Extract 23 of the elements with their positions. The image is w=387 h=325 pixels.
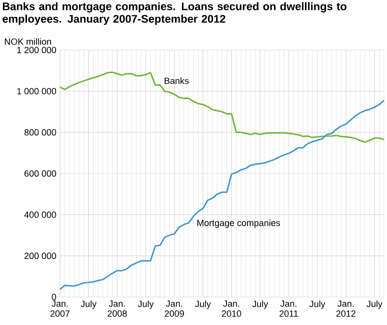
x-tick-label: Jan. 2009	[164, 300, 184, 317]
x-tick-label: Jan. 2011	[280, 300, 298, 317]
x-tick-label: Jan. 2007	[50, 300, 70, 317]
y-tick-label: 600 000	[24, 170, 56, 177]
x-tick-label: Jan. 2012	[336, 300, 356, 317]
y-axis-title: NOK million	[4, 38, 51, 45]
x-tick-label: July	[138, 300, 154, 309]
y-tick-label: 200 000	[24, 252, 56, 260]
series-label: Mortgage companies	[197, 220, 280, 228]
y-tick-label: 800 000	[24, 129, 56, 136]
x-tick-label: Jan. 2008	[108, 300, 127, 317]
y-tick-label: 0	[52, 294, 56, 300]
x-tick-label: July	[80, 300, 97, 309]
y-tick-label: 400 000	[24, 211, 56, 218]
x-tick-label: July	[252, 300, 268, 309]
x-tick-label: July	[309, 300, 326, 309]
x-tick-label: Jan. 2010	[222, 300, 242, 317]
y-tick-label: 1 200 000	[17, 46, 56, 54]
chart-title: Banks and mortgage companies. Loans secured on dwelllings to employees. January 2007-September 2012	[2, 2, 346, 25]
x-tick-label: July	[366, 300, 382, 309]
series-label: Banks	[164, 77, 189, 84]
y-tick-label: 1 000 000	[17, 88, 56, 94]
x-tick-label: July	[195, 300, 211, 309]
